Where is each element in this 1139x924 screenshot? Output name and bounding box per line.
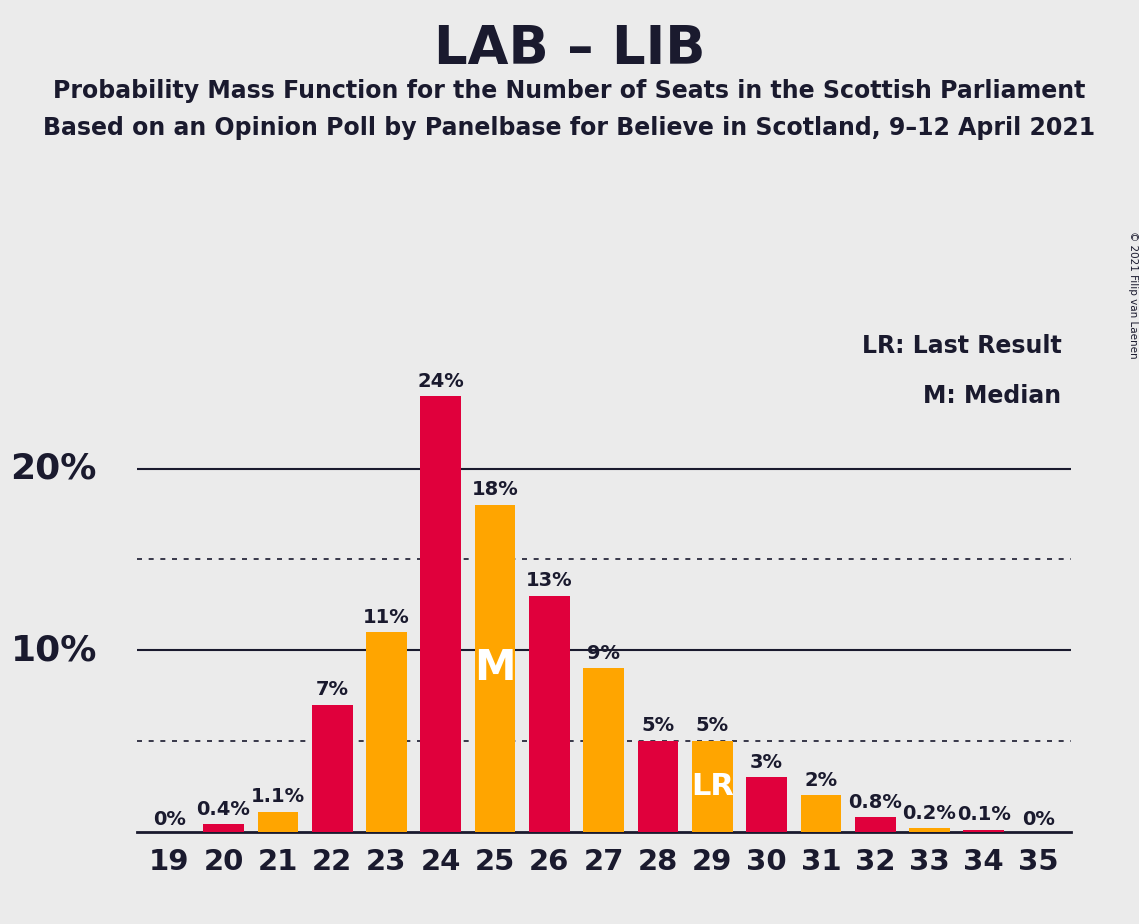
Text: 5%: 5% [696, 716, 729, 736]
Text: 24%: 24% [417, 371, 464, 391]
Bar [312, 704, 353, 832]
Text: 10%: 10% [10, 633, 97, 667]
Bar [691, 741, 732, 832]
Bar [420, 396, 461, 832]
Bar [746, 777, 787, 832]
Bar [801, 796, 842, 832]
Text: 5%: 5% [641, 716, 674, 736]
Bar [964, 830, 1005, 832]
Text: LAB – LIB: LAB – LIB [434, 23, 705, 75]
Text: 0.2%: 0.2% [902, 804, 957, 822]
Text: 7%: 7% [316, 680, 349, 699]
Text: 9%: 9% [588, 644, 620, 663]
Text: 0.8%: 0.8% [849, 793, 902, 811]
Text: 18%: 18% [472, 480, 518, 500]
Text: 0%: 0% [153, 809, 186, 829]
Bar [528, 596, 570, 832]
Text: M: M [474, 647, 516, 689]
Text: 2%: 2% [804, 771, 837, 790]
Text: M: Median: M: Median [924, 384, 1062, 408]
Bar [909, 828, 950, 832]
Bar [583, 668, 624, 832]
Text: Based on an Opinion Poll by Panelbase for Believe in Scotland, 9–12 April 2021: Based on an Opinion Poll by Panelbase fo… [43, 116, 1096, 140]
Bar [854, 817, 895, 832]
Text: LR: Last Result: LR: Last Result [861, 334, 1062, 358]
Text: LR: LR [691, 772, 734, 801]
Text: 3%: 3% [751, 753, 784, 772]
Text: 0%: 0% [1022, 809, 1055, 829]
Text: 20%: 20% [10, 452, 97, 486]
Text: 0.1%: 0.1% [957, 806, 1010, 824]
Bar [638, 741, 679, 832]
Bar [475, 505, 516, 832]
Bar [257, 811, 298, 832]
Text: 1.1%: 1.1% [251, 787, 305, 806]
Text: 13%: 13% [526, 571, 573, 590]
Bar [203, 824, 244, 832]
Bar [366, 632, 407, 832]
Text: 0.4%: 0.4% [197, 800, 251, 819]
Text: 11%: 11% [363, 607, 410, 626]
Text: Probability Mass Function for the Number of Seats in the Scottish Parliament: Probability Mass Function for the Number… [54, 79, 1085, 103]
Text: © 2021 Filip van Laenen: © 2021 Filip van Laenen [1129, 231, 1138, 359]
